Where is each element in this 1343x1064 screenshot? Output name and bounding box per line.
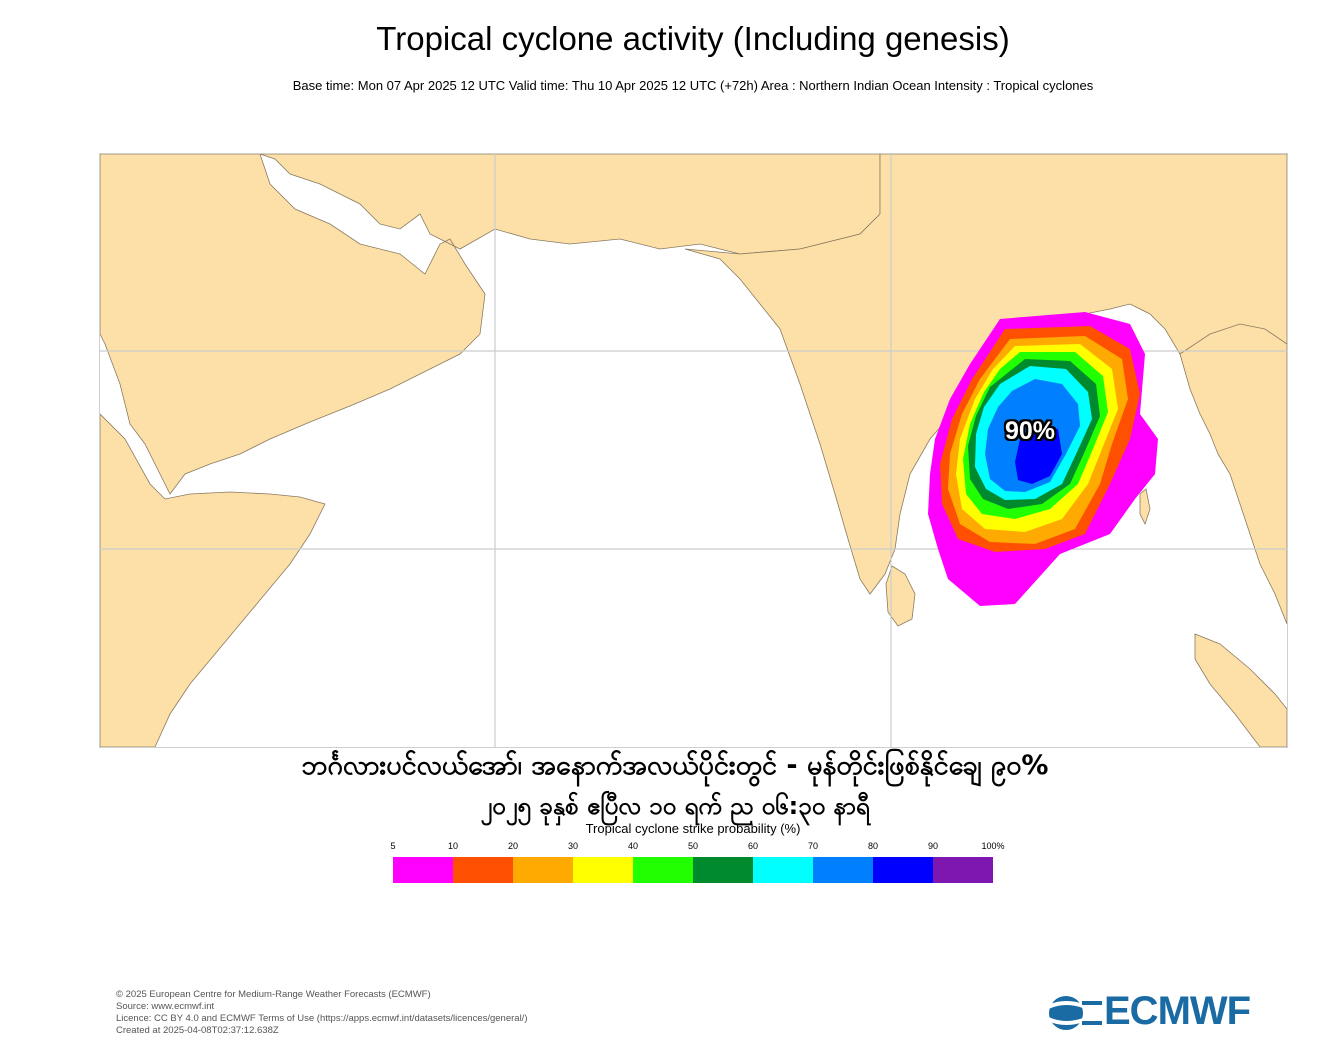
colorbar-swatch (453, 857, 513, 883)
colorbar-swatch (813, 857, 873, 883)
annotation-line-2: ၂၀၂၅ ခုနှစ် ဧပြီလ ၁၀ ရက် ည ၀၆:၃၀ နာရီ (480, 792, 870, 820)
colorbar-tick-label: 60 (747, 841, 759, 851)
colorbar-swatch (633, 857, 693, 883)
footer-created: Created at 2025-04-08T02:37:12.638Z (116, 1025, 279, 1036)
footer: © 2025 European Centre for Medium-Range … (116, 989, 528, 1037)
colorbar-swatch (873, 857, 933, 883)
colorbar-tick-label: 20 (507, 841, 519, 851)
map-svg (100, 154, 1287, 747)
colorbar-tick-label: 50 (687, 841, 699, 851)
map-panel: 90% (99, 153, 1288, 748)
colorbar-tick-label: 10 (447, 841, 459, 851)
colorbar-swatch (753, 857, 813, 883)
colorbar-swatch (513, 857, 573, 883)
land-srilanka (885, 565, 916, 627)
ecmwf-logo-text: ECMWF (1104, 989, 1251, 1033)
colorbar-title: Tropical cyclone strike probability (%) (585, 821, 801, 836)
chart-subtitle: Base time: Mon 07 Apr 2025 12 UTC Valid … (292, 78, 1094, 93)
footer-source: Source: www.ecmwf.int (116, 1001, 215, 1012)
colorbar-tick-label: 5 (390, 841, 396, 851)
land-sumatra (1194, 633, 1287, 747)
land-africa (100, 413, 326, 747)
land-arabia (100, 154, 881, 495)
colorbar-tick-label: 100% (981, 841, 1005, 851)
footer-licence: Licence: CC BY 4.0 and ECMWF Terms of Us… (116, 1013, 528, 1024)
colorbar-tick-label: 70 (807, 841, 819, 851)
footer-copyright: © 2025 European Centre for Medium-Range … (116, 989, 431, 1000)
colorbar-swatch (573, 857, 633, 883)
land-myanmar (1179, 323, 1287, 625)
colorbar-swatch (933, 857, 993, 883)
landmass (100, 154, 1287, 747)
probability-contours (928, 312, 1158, 606)
ecmwf-logo: ECMWF (1046, 989, 1272, 1033)
colorbar-tick-label: 40 (627, 841, 639, 851)
colorbar-swatch (393, 857, 453, 883)
chart-title: Tropical cyclone activity (Including gen… (376, 20, 1010, 57)
colorbar-tick-label: 80 (867, 841, 879, 851)
annotation-line-1: ဘင်္ဂလားပင်လယ်အော်၊ အနောက်အလယ်ပိုင်းတွင်… (301, 750, 1049, 781)
colorbar-swatch (693, 857, 753, 883)
probability-label: 90% (1005, 417, 1056, 445)
ecmwf-logo-icon (1047, 996, 1102, 1030)
colorbar (393, 857, 993, 883)
colorbar-tick-label: 30 (567, 841, 579, 851)
colorbar-tick-label: 90 (927, 841, 939, 851)
land-andaman (1139, 488, 1151, 526)
colorbar-ticks: 5 10 20 30 40 50 60 70 80 90 100% (0, 841, 1343, 855)
contour-80 (1015, 424, 1062, 484)
